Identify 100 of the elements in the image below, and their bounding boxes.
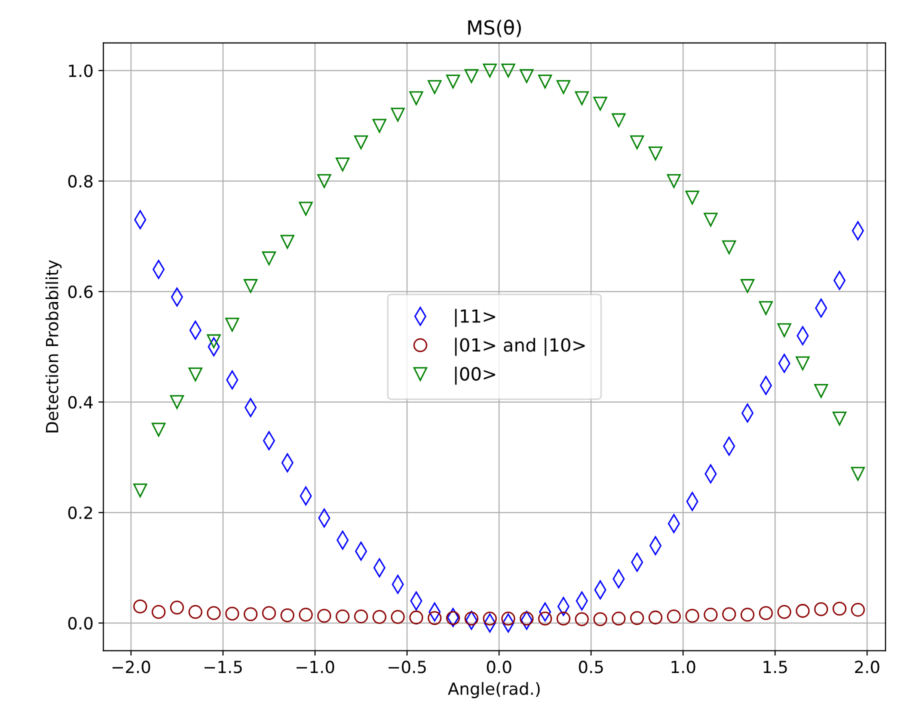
point	[354, 135, 368, 150]
point	[428, 80, 442, 94]
point	[390, 108, 405, 122]
point	[722, 607, 736, 622]
x-tick-label: 0.0	[486, 660, 512, 674]
point	[648, 610, 662, 624]
point	[814, 384, 828, 398]
point	[740, 279, 754, 293]
y-tick-label: 0.8	[68, 174, 93, 188]
legend-label: |01> and |10>	[455, 338, 585, 356]
legend-label: |00>	[455, 366, 496, 385]
point	[666, 174, 681, 188]
point	[612, 113, 626, 128]
point	[372, 118, 386, 133]
point	[777, 605, 792, 619]
x-axis-title: Angle(rad.)	[448, 682, 540, 698]
point	[317, 608, 332, 623]
point	[482, 612, 497, 626]
point	[482, 64, 497, 78]
point	[152, 422, 166, 437]
y-tick-label: 1.0	[68, 64, 93, 78]
point	[170, 395, 184, 409]
point	[648, 146, 662, 160]
point	[188, 367, 202, 382]
point	[722, 240, 736, 254]
point	[280, 608, 294, 622]
point	[446, 611, 460, 625]
point	[520, 69, 534, 83]
point	[170, 600, 184, 614]
point	[464, 69, 478, 83]
point	[501, 64, 516, 78]
point	[428, 611, 442, 625]
point	[225, 606, 240, 621]
point	[298, 202, 313, 216]
point	[593, 612, 608, 626]
point	[574, 91, 589, 106]
point	[630, 135, 644, 150]
legend-label: |11>	[455, 308, 496, 327]
y-tick-label: 0.4	[68, 396, 93, 409]
y-axis-title: Detection Probability	[45, 260, 62, 432]
point	[666, 609, 681, 624]
x-tick-label: 1.0	[672, 660, 696, 674]
x-tick-label: −1.5	[204, 660, 242, 674]
point	[758, 301, 773, 316]
point	[520, 612, 534, 626]
point	[298, 608, 313, 622]
point	[538, 612, 552, 626]
point	[372, 610, 386, 624]
x-tick-label: −2.0	[112, 660, 150, 674]
point	[704, 212, 718, 227]
point	[206, 606, 221, 620]
point	[317, 174, 332, 188]
point	[336, 609, 350, 624]
point	[630, 611, 644, 625]
point	[133, 600, 148, 614]
point	[796, 604, 810, 618]
point	[244, 607, 258, 622]
point	[612, 612, 626, 626]
point	[280, 234, 294, 249]
point	[777, 323, 792, 338]
point	[814, 602, 828, 616]
point	[556, 80, 570, 94]
x-tick-label: −1.0	[296, 660, 334, 674]
point	[704, 608, 718, 622]
point	[832, 602, 846, 616]
point	[685, 190, 700, 205]
point	[409, 91, 424, 106]
point	[740, 608, 754, 622]
point	[685, 608, 700, 623]
point	[188, 605, 202, 619]
point	[409, 610, 424, 624]
point	[501, 612, 516, 626]
point	[593, 96, 608, 111]
point	[262, 251, 276, 266]
x-tick-label: 0.5	[578, 660, 603, 674]
point	[796, 356, 810, 370]
x-tick-label: 2.0	[855, 660, 880, 674]
chart-title: MS(θ)	[468, 20, 521, 38]
point	[225, 318, 240, 332]
point	[832, 412, 846, 426]
point	[758, 606, 773, 620]
point	[354, 609, 368, 624]
point	[538, 74, 552, 89]
y-tick-label: 0.2	[68, 506, 92, 520]
y-tick-label: 0.0	[68, 616, 93, 630]
point	[464, 612, 478, 626]
x-tick-label: 1.5	[764, 660, 787, 674]
point	[850, 466, 865, 481]
point	[262, 606, 276, 620]
point	[574, 612, 589, 626]
point	[133, 483, 148, 498]
point	[336, 158, 350, 172]
point	[556, 612, 570, 626]
y-tick-label: 0.6	[68, 285, 93, 298]
point	[390, 610, 405, 624]
point	[244, 279, 258, 293]
point	[152, 605, 166, 619]
point	[446, 74, 460, 89]
x-tick-label: −0.5	[388, 660, 426, 674]
point	[206, 334, 221, 348]
